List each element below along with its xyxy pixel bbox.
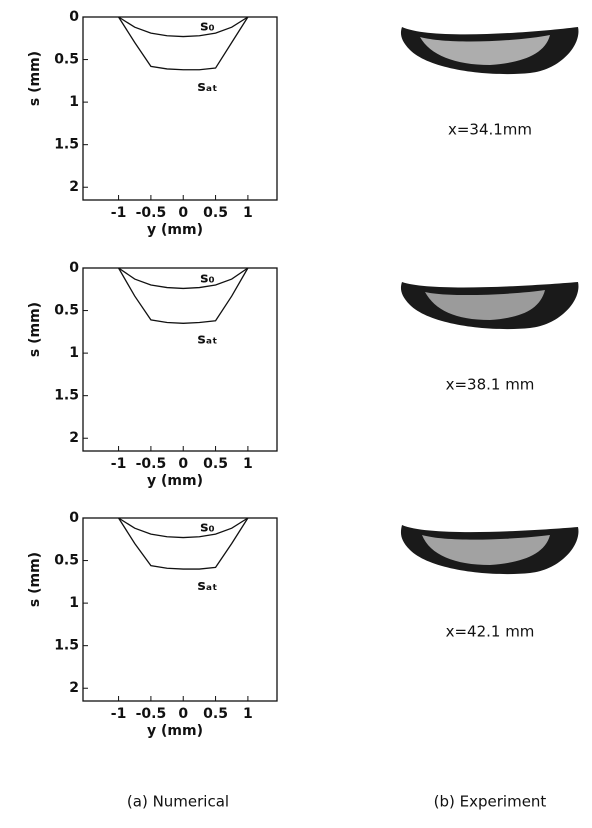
y-tick-label: 1	[69, 345, 79, 361]
curve	[119, 518, 248, 538]
x-tick-label: -1	[111, 205, 127, 221]
x-tick-label: -0.5	[136, 205, 167, 221]
x-tick-label: 0	[178, 706, 188, 722]
y-axis-label: s (mm)	[27, 552, 43, 607]
y-axis-label: s (mm)	[27, 302, 43, 357]
curve-label: s₀	[200, 271, 214, 287]
cross-section-image	[401, 27, 579, 74]
figure: x=34.1mm x=38.1 mm x=42.1 mm (a) Numeric…	[0, 0, 592, 824]
cross-section-image	[401, 282, 579, 329]
image-label: x=42.1 mm	[446, 623, 535, 641]
x-tick-label: -1	[111, 706, 127, 722]
plot-frame	[83, 518, 277, 701]
curve	[119, 268, 248, 323]
curve-label: s₀	[200, 520, 214, 536]
curve-label: sₐₜ	[197, 79, 217, 95]
x-tick-label: 1	[243, 456, 253, 472]
y-axis-label: s (mm)	[27, 51, 43, 106]
cross-section-image	[401, 525, 579, 574]
y-tick-label: 1	[69, 595, 79, 611]
y-tick-label: 0	[69, 510, 79, 526]
image-label: x=38.1 mm	[446, 376, 535, 394]
x-tick-label: 0	[178, 205, 188, 221]
x-tick-label: 0.5	[203, 205, 228, 221]
image-label: x=34.1mm	[448, 121, 532, 139]
y-tick-label: 0	[69, 260, 79, 276]
curve-label: sₐₜ	[197, 331, 217, 347]
curve	[119, 518, 248, 569]
x-tick-label: -0.5	[136, 706, 167, 722]
y-tick-label: 2	[69, 680, 79, 696]
x-axis-label: y (mm)	[147, 473, 203, 489]
x-tick-label: 1	[243, 706, 253, 722]
x-tick-label: 1	[243, 205, 253, 221]
curve	[119, 17, 248, 70]
y-tick-label: 1.5	[54, 638, 79, 654]
x-axis-label: y (mm)	[147, 723, 203, 739]
curve-label: sₐₜ	[197, 578, 217, 594]
curve	[119, 17, 248, 37]
x-tick-label: -0.5	[136, 456, 167, 472]
caption: (b) Experiment	[434, 793, 547, 811]
y-tick-label: 1.5	[54, 137, 79, 153]
curve-label: s₀	[200, 19, 214, 35]
y-tick-label: 0	[69, 9, 79, 25]
y-tick-label: 0.5	[54, 52, 79, 68]
x-tick-label: 0	[178, 456, 188, 472]
experiment-images	[401, 27, 579, 574]
plot-frame	[83, 17, 277, 200]
caption: (a) Numerical	[127, 793, 229, 811]
y-tick-label: 0.5	[54, 303, 79, 319]
y-tick-label: 1	[69, 94, 79, 110]
y-tick-label: 0.5	[54, 553, 79, 569]
plot-frame	[83, 268, 277, 451]
x-tick-label: 0.5	[203, 456, 228, 472]
y-tick-label: 2	[69, 179, 79, 195]
x-tick-label: -1	[111, 456, 127, 472]
y-tick-label: 2	[69, 430, 79, 446]
x-axis-label: y (mm)	[147, 222, 203, 238]
x-tick-label: 0.5	[203, 706, 228, 722]
y-tick-label: 1.5	[54, 388, 79, 404]
curve	[119, 268, 248, 288]
